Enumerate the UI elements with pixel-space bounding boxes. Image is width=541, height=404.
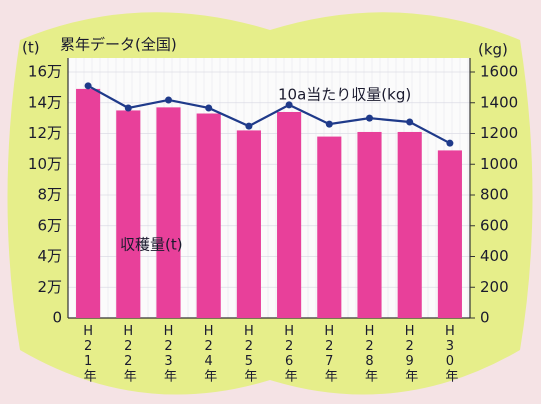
chart: (t) 累年データ(全国) (kg) 0 2万 4万 6万 8万 10万 12万 14万 16万… (0, 0, 541, 404)
bar (357, 132, 381, 318)
x-tick-label: H24年 (201, 324, 217, 382)
y2-tick-label: 200 (480, 278, 509, 296)
x-tick-label: H28年 (362, 324, 378, 382)
bar (317, 137, 341, 318)
y2-tick-label: 1400 (480, 93, 518, 111)
bar (398, 132, 422, 318)
x-tick-label: H25年 (241, 324, 257, 382)
line-point (446, 140, 453, 147)
y-tick-label: 12万 (28, 124, 62, 142)
x-tick-label: H21年 (81, 324, 97, 382)
y2-tick-label: 400 (480, 247, 509, 265)
bar (237, 130, 261, 318)
page: {"chart_data": {"type": "bar-line", "tit… (0, 0, 541, 404)
line-point (406, 118, 413, 125)
bar (116, 110, 140, 318)
y-tick-label: 10万 (28, 155, 62, 173)
x-tick-label: H30年 (442, 324, 458, 382)
y2-tick-label: 0 (480, 309, 490, 327)
x-tick-label: H22年 (121, 324, 137, 382)
bar (197, 114, 221, 318)
y2-tick-label: 600 (480, 216, 509, 234)
y-tick-label: 2万 (37, 278, 62, 296)
line-point (366, 115, 373, 122)
y-tick-label: 16万 (28, 63, 62, 81)
y-axis-label: (t) (22, 39, 40, 57)
series-label: 収穫量(t) (120, 236, 183, 254)
y-tick-label: 6万 (37, 216, 62, 234)
series-label: 10a当たり収量(kg) (278, 86, 411, 104)
y2-tick-label: 1600 (480, 63, 518, 81)
line-point (125, 104, 132, 111)
y2-tick-label: 800 (480, 186, 509, 204)
bar (438, 150, 462, 318)
y-tick-label: 4万 (37, 247, 62, 265)
y-tick-label: 8万 (37, 186, 62, 204)
x-tick-label: H27年 (322, 324, 338, 382)
y-tick-label: 0 (52, 309, 62, 327)
line-point (205, 104, 212, 111)
bar (277, 112, 301, 318)
y-tick-label: 14万 (28, 93, 62, 111)
chart-title: 累年データ(全国) (60, 36, 177, 54)
bar (76, 89, 100, 318)
x-tick-label: H26年 (282, 324, 298, 382)
y2-axis-label: (kg) (478, 41, 508, 59)
x-tick-label: H29年 (402, 324, 418, 382)
line-point (326, 121, 333, 128)
line-point (165, 96, 172, 103)
bar (156, 107, 180, 318)
y2-tick-label: 1000 (480, 155, 518, 173)
line-point (85, 82, 92, 89)
x-tick-label: H23年 (161, 324, 177, 382)
line-point (245, 123, 252, 130)
y2-tick-label: 1200 (480, 124, 518, 142)
